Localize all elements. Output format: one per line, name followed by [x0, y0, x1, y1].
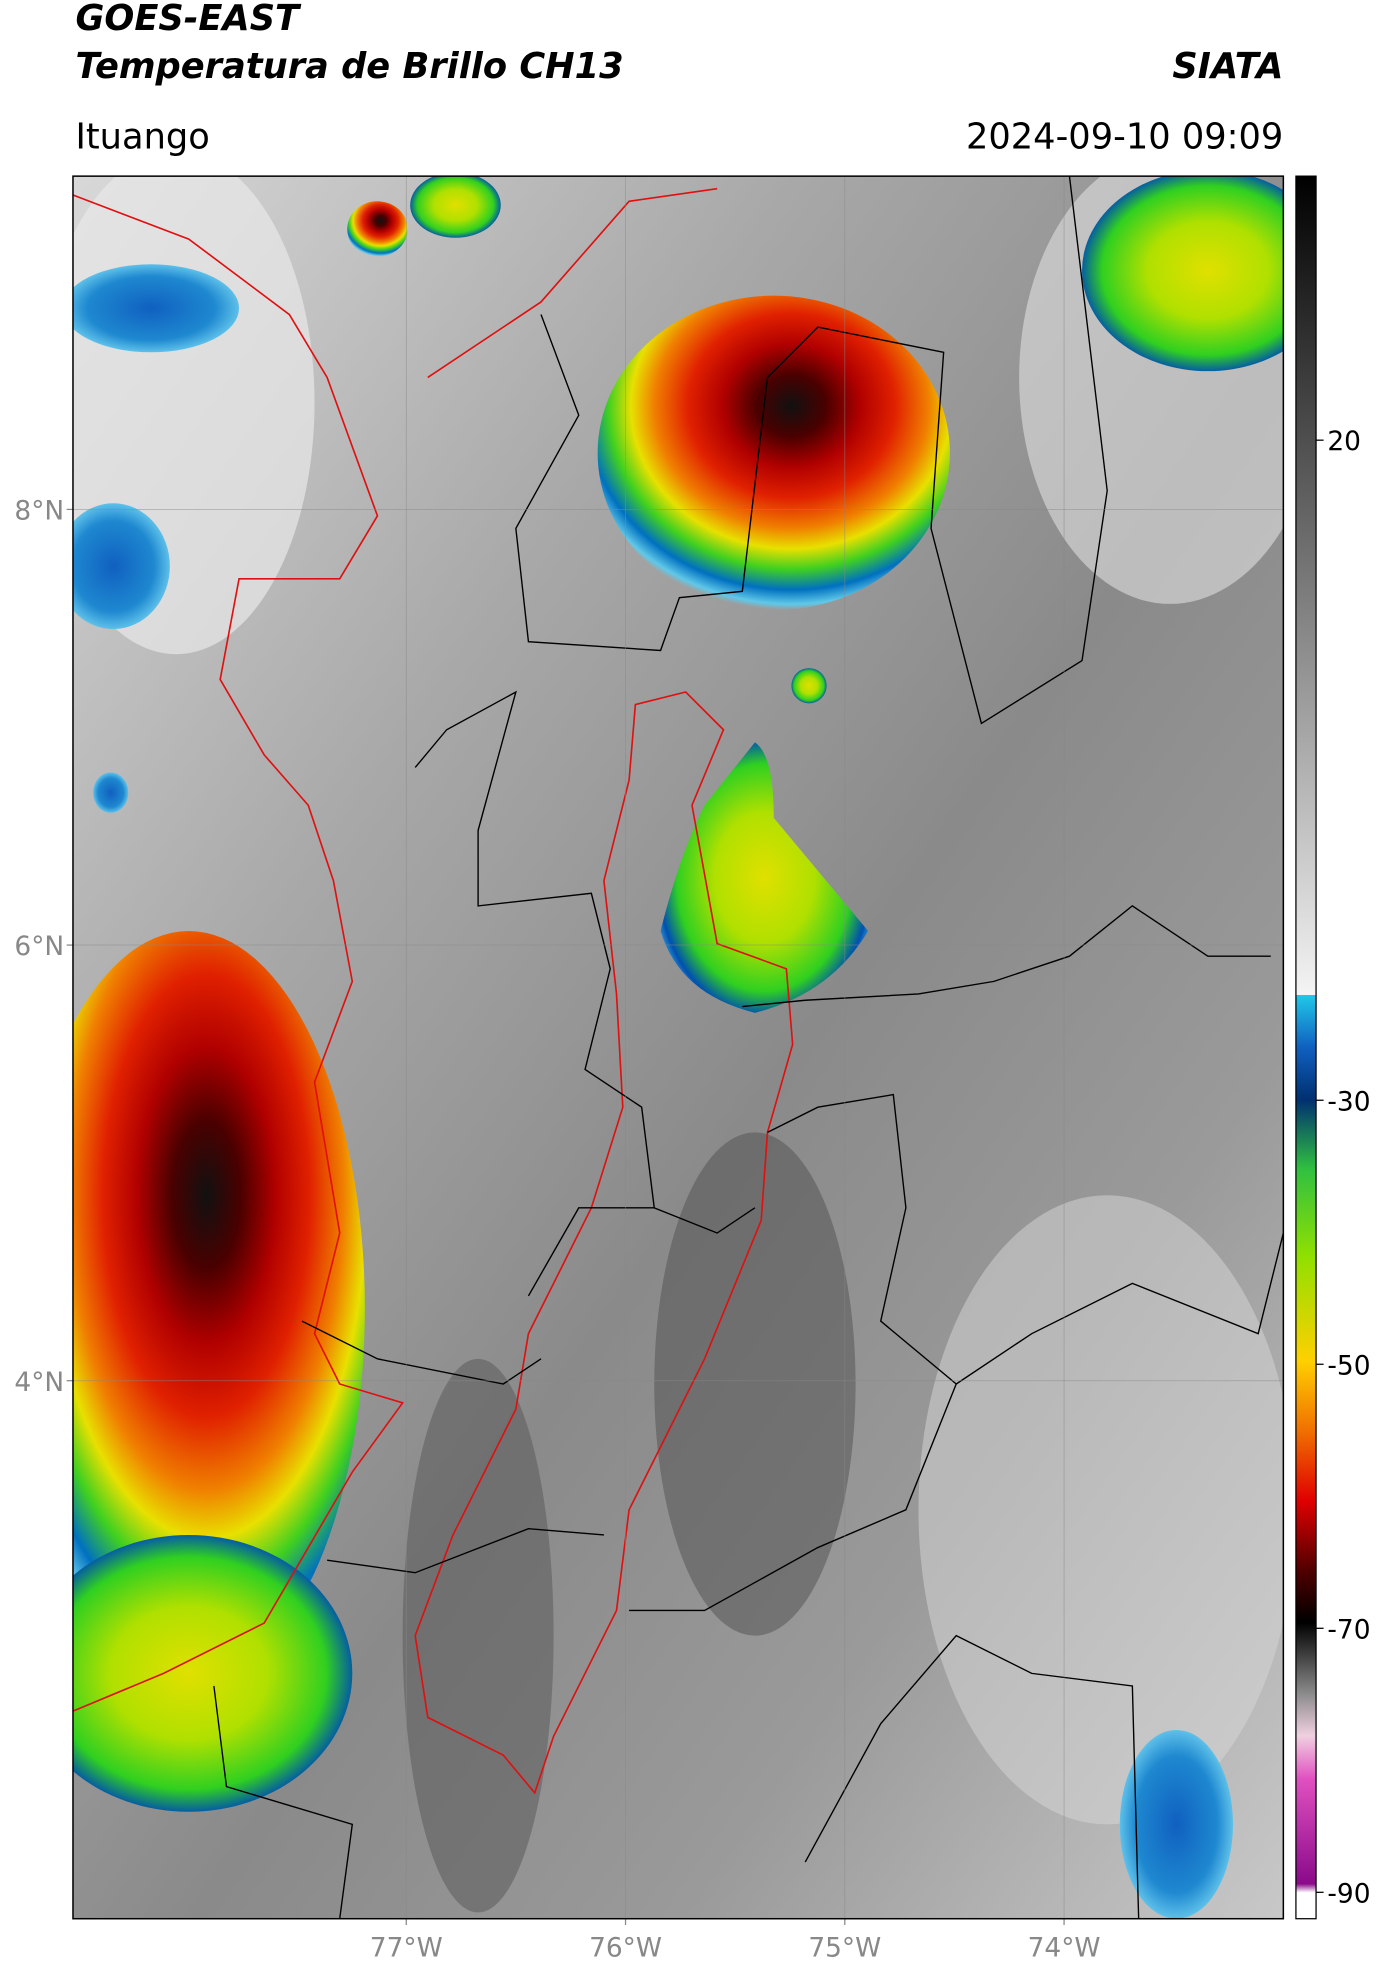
colorbar	[1295, 175, 1317, 1920]
source: SIATA	[1172, 46, 1283, 87]
title: GOES-EAST	[75, 0, 302, 39]
map-frame	[72, 175, 1285, 1920]
datetime: 2024-09-10 09:09	[966, 116, 1283, 157]
location: Ituango	[75, 116, 209, 157]
lon-tick-label: 77°W	[370, 1932, 443, 1963]
lat-tick-label: 4°N	[14, 1367, 64, 1398]
lat-tick-label: 8°N	[14, 495, 64, 526]
lat-tick-label: 6°N	[14, 931, 64, 962]
colorbar-tick-label: -30	[1327, 1086, 1370, 1117]
lon-tick-label: 74°W	[1028, 1932, 1101, 1963]
colorbar-tick-label: -90	[1327, 1878, 1370, 1909]
lon-tick-label: 75°W	[808, 1932, 881, 1963]
colorbar-tick-label: -70	[1327, 1614, 1370, 1645]
colorbar-tick-label: 20	[1327, 426, 1361, 457]
map-image	[72, 176, 1284, 1919]
subtitle: Temperatura de Brillo CH13	[75, 46, 623, 87]
graticule	[66, 176, 1284, 1926]
colorbar-tick-label: -50	[1327, 1350, 1370, 1381]
lon-tick-label: 76°W	[589, 1932, 662, 1963]
